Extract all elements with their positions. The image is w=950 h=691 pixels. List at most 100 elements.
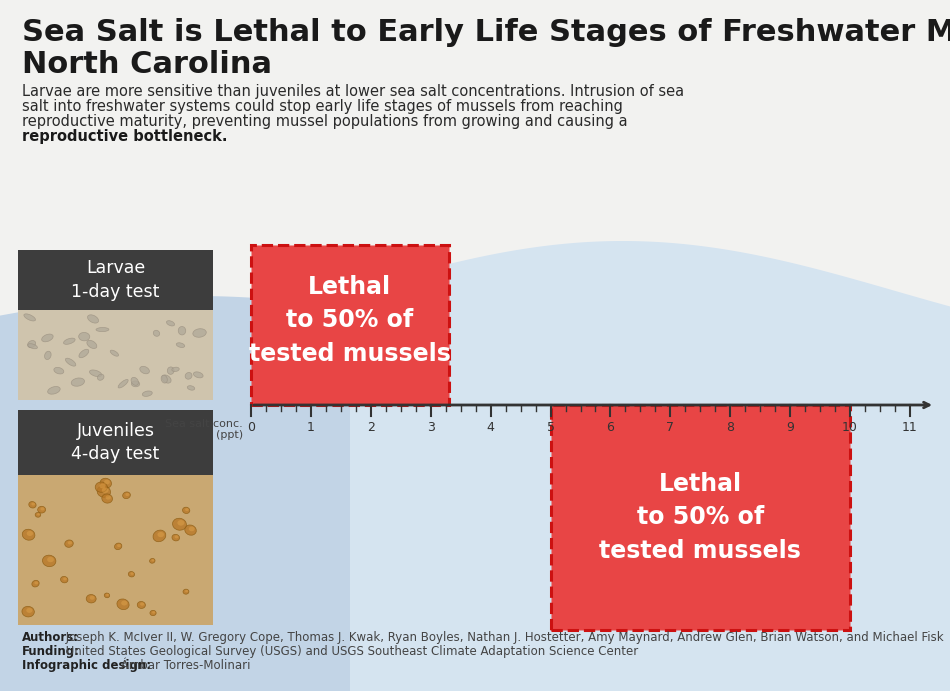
Ellipse shape	[130, 572, 134, 575]
Ellipse shape	[97, 486, 110, 498]
Ellipse shape	[185, 590, 188, 592]
Ellipse shape	[194, 372, 203, 378]
Ellipse shape	[38, 507, 46, 513]
Text: Joseph K. McIver II, W. Gregory Cope, Thomas J. Kwak, Ryan Boyles, Nathan J. Hos: Joseph K. McIver II, W. Gregory Cope, Th…	[62, 631, 943, 644]
Ellipse shape	[115, 543, 122, 549]
Ellipse shape	[37, 513, 40, 515]
Ellipse shape	[41, 507, 45, 511]
Ellipse shape	[98, 374, 104, 380]
Text: Larvae
1-day test: Larvae 1-day test	[71, 259, 160, 301]
Ellipse shape	[177, 343, 184, 348]
Ellipse shape	[67, 541, 72, 545]
Ellipse shape	[86, 340, 97, 348]
Ellipse shape	[86, 594, 96, 603]
Ellipse shape	[35, 513, 41, 517]
Ellipse shape	[43, 555, 56, 567]
Ellipse shape	[66, 358, 76, 366]
Ellipse shape	[102, 494, 112, 503]
Text: (ppt): (ppt)	[216, 430, 243, 440]
Ellipse shape	[22, 606, 34, 617]
Ellipse shape	[183, 589, 189, 594]
Text: Larvae are more sensitive than juveniles at lower sea salt concentrations. Intru: Larvae are more sensitive than juveniles…	[22, 84, 684, 99]
Text: Sea Salt is Lethal to Early Life Stages of Freshwater Mussels in: Sea Salt is Lethal to Early Life Stages …	[22, 18, 950, 47]
Ellipse shape	[104, 593, 109, 598]
Ellipse shape	[172, 367, 180, 372]
Ellipse shape	[110, 350, 119, 356]
Ellipse shape	[185, 508, 189, 511]
Ellipse shape	[105, 495, 111, 500]
Ellipse shape	[79, 332, 89, 341]
Text: Sea salt conc.: Sea salt conc.	[165, 419, 243, 429]
Text: Juveniles
4-day test: Juveniles 4-day test	[71, 422, 160, 463]
Ellipse shape	[24, 314, 35, 321]
Ellipse shape	[137, 601, 145, 609]
Ellipse shape	[100, 478, 111, 488]
Ellipse shape	[100, 484, 105, 489]
Ellipse shape	[87, 315, 99, 323]
Ellipse shape	[89, 596, 95, 600]
Text: 8: 8	[726, 421, 734, 434]
Ellipse shape	[175, 536, 179, 538]
Ellipse shape	[179, 326, 186, 335]
Ellipse shape	[153, 330, 160, 337]
Ellipse shape	[34, 581, 38, 585]
Text: Lethal
to 50% of
tested mussels: Lethal to 50% of tested mussels	[249, 274, 451, 366]
Ellipse shape	[71, 378, 85, 386]
Text: 3: 3	[427, 421, 435, 434]
Ellipse shape	[131, 381, 140, 387]
Text: 10: 10	[842, 421, 858, 434]
Text: 5: 5	[546, 421, 555, 434]
Ellipse shape	[54, 368, 64, 374]
Ellipse shape	[173, 518, 186, 530]
Ellipse shape	[28, 502, 36, 508]
Bar	[18, 475, 213, 625]
Ellipse shape	[193, 329, 206, 337]
Text: Authors:: Authors:	[22, 631, 79, 644]
Bar	[18, 310, 213, 400]
Bar	[18, 250, 213, 310]
Ellipse shape	[117, 599, 129, 609]
Bar	[251, 245, 448, 405]
Text: 4: 4	[486, 421, 495, 434]
Text: 7: 7	[666, 421, 674, 434]
Text: 11: 11	[902, 421, 918, 434]
Ellipse shape	[140, 366, 149, 374]
Ellipse shape	[158, 532, 164, 537]
Text: North Carolina: North Carolina	[22, 50, 272, 79]
Ellipse shape	[162, 375, 171, 383]
Ellipse shape	[185, 372, 192, 379]
Ellipse shape	[64, 338, 75, 344]
Text: Ámbar Torres-Molinari: Ámbar Torres-Molinari	[117, 659, 251, 672]
Ellipse shape	[28, 341, 35, 348]
Ellipse shape	[150, 610, 156, 616]
Ellipse shape	[65, 540, 73, 547]
Ellipse shape	[22, 529, 35, 540]
Ellipse shape	[123, 492, 130, 499]
Polygon shape	[0, 316, 950, 691]
Ellipse shape	[189, 527, 195, 531]
Ellipse shape	[167, 367, 174, 375]
Bar	[551, 405, 850, 630]
Ellipse shape	[117, 544, 121, 547]
Text: salt into freshwater systems could stop early life stages of mussels from reachi: salt into freshwater systems could stop …	[22, 99, 623, 114]
Ellipse shape	[106, 594, 109, 596]
Ellipse shape	[128, 571, 135, 577]
Ellipse shape	[27, 608, 32, 613]
Ellipse shape	[79, 349, 88, 358]
Ellipse shape	[102, 488, 108, 493]
Ellipse shape	[28, 343, 37, 349]
Ellipse shape	[172, 534, 180, 541]
Ellipse shape	[32, 580, 39, 587]
Ellipse shape	[122, 600, 127, 605]
Ellipse shape	[61, 576, 68, 583]
Ellipse shape	[96, 328, 109, 332]
Ellipse shape	[48, 386, 60, 394]
Bar	[18, 410, 213, 475]
Ellipse shape	[187, 386, 195, 390]
Ellipse shape	[178, 520, 184, 526]
Ellipse shape	[152, 611, 155, 614]
Ellipse shape	[142, 391, 152, 397]
Ellipse shape	[104, 480, 110, 484]
Ellipse shape	[184, 525, 197, 536]
Ellipse shape	[149, 558, 155, 563]
